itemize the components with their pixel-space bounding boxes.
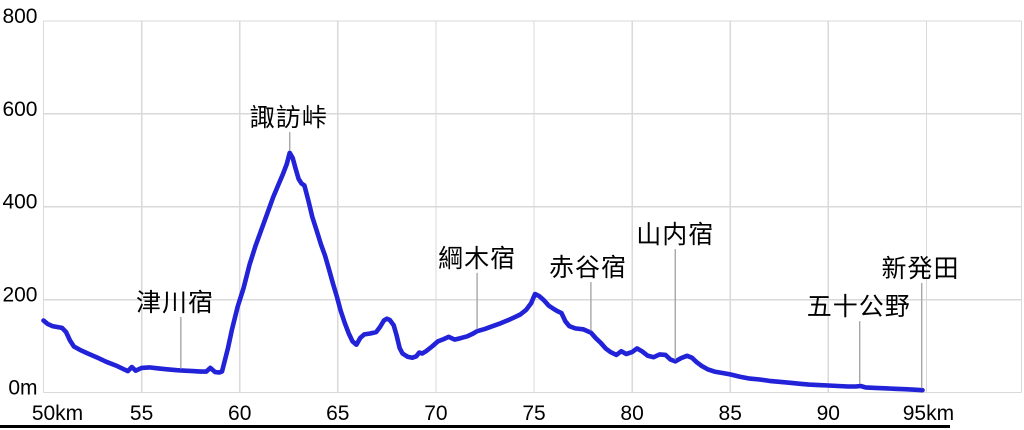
- x-axis-tick-label-90: 90: [817, 402, 840, 425]
- annotation-label-tsugawa-juku: 津川宿: [136, 288, 214, 317]
- x-axis-tick-label-60: 60: [228, 402, 251, 425]
- annotation-label-ijimino: 五十公野: [807, 292, 911, 321]
- annotation-label-shibata: 新発田: [882, 254, 960, 283]
- annotation-label-tsunagi-juku: 綱木宿: [438, 244, 516, 273]
- y-axis-tick-label-200: 200: [2, 284, 37, 307]
- elevation-line: [41, 150, 925, 393]
- elevation-profile-path: [41, 150, 925, 393]
- y-axis-tick-label-600: 600: [2, 98, 37, 121]
- x-axis-tick-label-95: 95km: [903, 402, 954, 425]
- y-axis-tick-label-400: 400: [2, 191, 37, 214]
- x-axis-tick-label-70: 70: [424, 402, 447, 425]
- x-axis-labels: 50km 55 60 65 70 75 80 85 90 95km: [32, 402, 954, 425]
- annotation-label-yamauchi-juku: 山内宿: [636, 220, 714, 249]
- annotation-label-suwa-toge: 諏訪峠: [250, 103, 328, 132]
- y-axis-tick-label-800: 800: [2, 5, 37, 28]
- annotation-label-akatani-juku: 赤谷宿: [549, 253, 627, 282]
- x-axis-tick-label-80: 80: [620, 402, 643, 425]
- page-bottom-border: [0, 425, 950, 428]
- gridlines: [42, 20, 1023, 394]
- y-axis-labels: 0m 200 400 600 800: [2, 5, 37, 400]
- x-axis-tick-label-75: 75: [522, 402, 545, 425]
- x-axis-tick-label-55: 55: [130, 402, 153, 425]
- x-axis-tick-label-85: 85: [719, 402, 742, 425]
- x-axis-tick-label-65: 65: [326, 402, 349, 425]
- y-axis-tick-label-0: 0m: [8, 377, 37, 400]
- x-axis-tick-label-50: 50km: [32, 402, 83, 425]
